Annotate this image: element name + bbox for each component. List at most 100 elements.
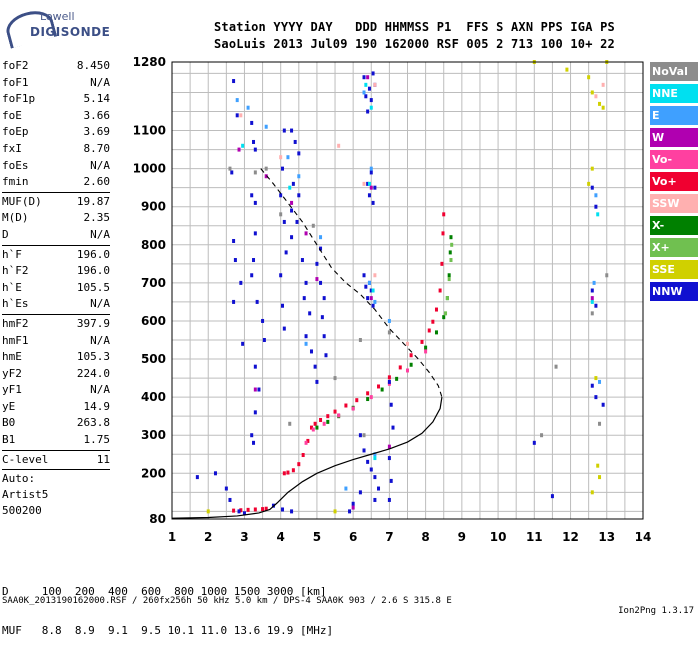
echo-point [447, 273, 451, 278]
auto-scaling-text: Auto: [2, 472, 36, 486]
echo-point [377, 486, 381, 491]
series-vo [232, 212, 446, 513]
echo-point [297, 462, 301, 467]
echo-point [228, 497, 232, 502]
echo-point [598, 475, 602, 480]
param-label: yE [2, 399, 16, 413]
echo-point [253, 387, 257, 392]
echo-point [241, 341, 245, 346]
param-value: 11 [96, 452, 110, 466]
echo-point [389, 478, 393, 483]
echo-point [282, 471, 286, 476]
echo-point [590, 90, 594, 95]
echo-point [319, 246, 323, 251]
echo-point [590, 311, 594, 316]
echo-point [598, 379, 602, 384]
echo-point [369, 105, 373, 110]
echo-point [373, 497, 377, 502]
echo-point [288, 421, 292, 426]
y-tick-label: 400 [141, 390, 166, 404]
echo-point [371, 71, 375, 76]
chart-grid [171, 62, 644, 519]
echo-point [241, 143, 245, 148]
param-row: hmF1 N/A [2, 333, 110, 350]
echo-point [246, 507, 250, 512]
series-noval [228, 166, 609, 438]
echo-point [282, 326, 286, 331]
series-ssw [239, 82, 605, 346]
echo-point [297, 174, 301, 179]
echo-point [348, 509, 352, 514]
echo-point [387, 375, 391, 380]
param-label: D [2, 227, 9, 241]
legend-item: NoVal [650, 62, 698, 81]
param-label: fmin [2, 175, 29, 189]
param-label: M(D) [2, 211, 29, 225]
echo-point [309, 425, 313, 430]
echo-point [279, 155, 283, 160]
param-label: foEs [2, 158, 29, 172]
param-label: h`F [2, 247, 22, 261]
echo-point [261, 318, 265, 323]
param-row: foEp 3.69 [2, 124, 110, 141]
logo-digisonde-text: DIGISONDE [30, 25, 111, 39]
echo-point [264, 124, 268, 129]
echo-point [253, 507, 257, 512]
param-label: foEp [2, 125, 29, 139]
echo-point [540, 433, 544, 438]
echo-point [315, 379, 319, 384]
legend-item: Vo+ [650, 172, 698, 191]
echo-point [598, 101, 602, 106]
echo-point [304, 341, 308, 346]
param-label: B0 [2, 416, 16, 430]
echo-point [434, 307, 438, 312]
echo-point [590, 490, 594, 495]
echo-point [253, 364, 257, 369]
echo-point [250, 273, 254, 278]
echo-point [239, 113, 243, 118]
echo-point [290, 200, 294, 205]
footer-file-info: SAA0K_2013190162000.RSF / 260fx256h 50 k… [2, 596, 452, 606]
echo-point [237, 147, 241, 152]
echo-point [253, 200, 257, 205]
echo-point [351, 501, 355, 506]
echo-point [449, 235, 453, 240]
echo-point [366, 181, 370, 186]
echo-point [442, 315, 446, 320]
echo-point [450, 242, 454, 247]
echo-point [319, 235, 323, 240]
legend-item: E [650, 106, 698, 125]
echo-point [344, 486, 348, 491]
ionogram-chart: 1 2 3 4 5 6 7 8 9 10 11 12 13 14802003004005006007008… [133, 55, 652, 544]
echo-point [565, 67, 569, 72]
plot-frame [171, 61, 644, 520]
echo-point [366, 296, 370, 301]
param-row: yF2 224.0 [2, 366, 110, 383]
param-row: h`Es N/A [2, 296, 110, 313]
echo-point [594, 376, 598, 381]
echo-point [311, 223, 315, 228]
echo-point [324, 353, 328, 358]
echo-point [601, 82, 605, 87]
echo-point [319, 280, 323, 285]
echo-point [441, 231, 445, 236]
x-tick-label: 7 [385, 530, 393, 544]
param-row: D N/A [2, 227, 110, 244]
echo-point [373, 273, 377, 278]
param-row: h`E 105.5 [2, 280, 110, 297]
echo-point [367, 181, 371, 186]
echo-point [594, 94, 598, 99]
echo-point [250, 193, 254, 198]
echo-point [326, 419, 330, 424]
echo-point [427, 328, 431, 333]
echo-point [253, 147, 257, 152]
muf-row: MUF 8.8 8.9 9.1 9.5 10.1 11.0 13.6 19.9 … [2, 624, 334, 637]
param-value: 2.35 [83, 211, 111, 225]
echo-point [424, 345, 428, 350]
param-label: h`E [2, 280, 22, 294]
x-tick-label: 6 [349, 530, 357, 544]
echo-point [373, 475, 377, 480]
echo-point [304, 440, 308, 445]
param-row: fmin 2.60 [2, 174, 110, 191]
param-value: 5.14 [83, 92, 111, 106]
